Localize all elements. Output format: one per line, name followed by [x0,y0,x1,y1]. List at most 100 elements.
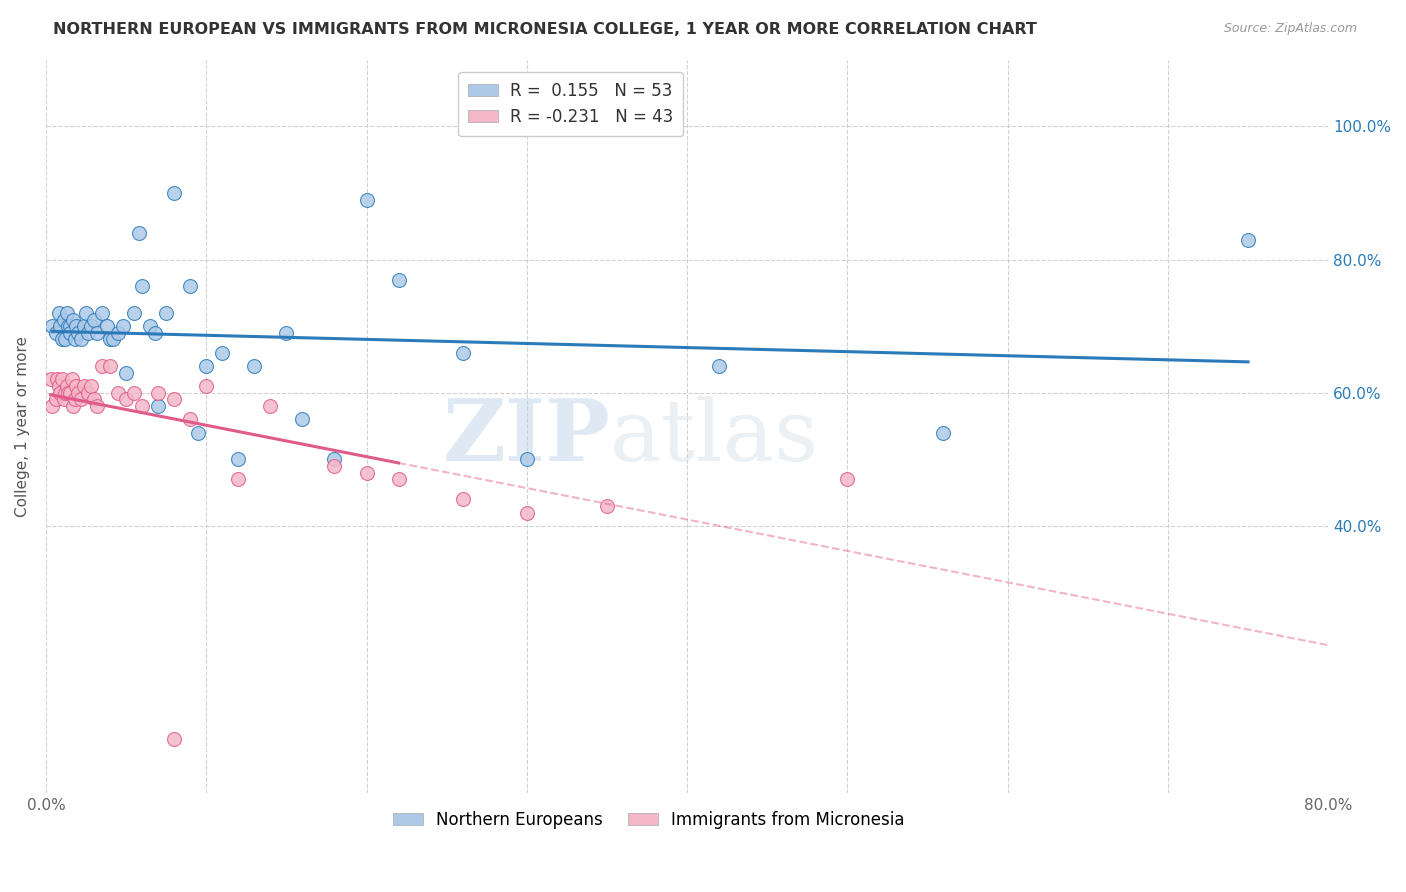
Point [111,319,134,334]
Point [356,466,378,480]
Point [98,359,121,373]
Point [63,392,86,407]
Point [70,333,93,347]
Text: atlas: atlas [610,395,820,479]
Point [48,379,70,393]
Point [323,452,346,467]
Point [387,272,409,286]
Point [163,186,186,200]
Point [195,359,218,373]
Point [51,333,73,347]
Point [66,385,89,400]
Point [195,379,218,393]
Point [187,425,209,440]
Point [932,425,955,440]
Point [76,385,98,400]
Point [107,385,129,400]
Point [155,306,177,320]
Point [259,399,281,413]
Point [139,319,162,334]
Point [60,372,83,386]
Point [49,385,72,400]
Point [707,359,730,373]
Point [56,306,79,320]
Point [146,399,169,413]
Point [52,392,75,407]
Point [131,399,153,413]
Point [96,319,118,334]
Point [91,359,114,373]
Point [103,333,125,347]
Point [107,326,129,340]
Point [48,306,70,320]
Point [53,385,76,400]
Point [75,306,97,320]
Point [59,326,82,340]
Point [39,372,62,386]
Point [91,306,114,320]
Text: ZIP: ZIP [443,395,610,479]
Legend: Northern Europeans, Immigrants from Micronesia: Northern Europeans, Immigrants from Micr… [387,805,911,836]
Point [356,193,378,207]
Point [76,326,98,340]
Point [226,452,249,467]
Point [63,333,86,347]
Point [49,319,72,334]
Point [596,499,619,513]
Point [83,392,105,407]
Text: NORTHERN EUROPEAN VS IMMIGRANTS FROM MICRONESIA COLLEGE, 1 YEAR OR MORE CORRELAT: NORTHERN EUROPEAN VS IMMIGRANTS FROM MIC… [53,22,1038,37]
Point [115,366,138,380]
Point [128,226,150,240]
Point [80,319,103,334]
Point [98,333,121,347]
Point [45,326,67,340]
Point [1237,233,1260,247]
Point [211,346,233,360]
Point [516,452,538,467]
Point [73,379,96,393]
Point [59,385,82,400]
Point [58,385,80,400]
Point [65,319,87,334]
Point [53,333,76,347]
Point [122,306,145,320]
Point [46,372,69,386]
Point [516,506,538,520]
Point [83,312,105,326]
Point [62,312,84,326]
Point [70,392,93,407]
Point [323,459,346,474]
Point [146,385,169,400]
Y-axis label: College, 1 year or more: College, 1 year or more [15,335,30,516]
Point [62,399,84,413]
Point [115,392,138,407]
Point [163,732,186,747]
Point [226,472,249,486]
Point [122,385,145,400]
Point [59,319,82,334]
Point [41,319,63,334]
Point [56,379,79,393]
Point [65,379,87,393]
Point [41,399,63,413]
Point [163,392,186,407]
Point [179,412,201,426]
Point [143,326,166,340]
Point [58,319,80,334]
Point [52,312,75,326]
Point [837,472,859,486]
Point [51,372,73,386]
Point [451,346,474,360]
Text: Source: ZipAtlas.com: Source: ZipAtlas.com [1223,22,1357,36]
Point [45,392,67,407]
Point [131,279,153,293]
Point [86,326,108,340]
Point [66,326,89,340]
Point [276,326,298,340]
Point [243,359,266,373]
Point [73,319,96,334]
Point [291,412,314,426]
Point [451,492,474,507]
Point [86,399,108,413]
Point [179,279,201,293]
